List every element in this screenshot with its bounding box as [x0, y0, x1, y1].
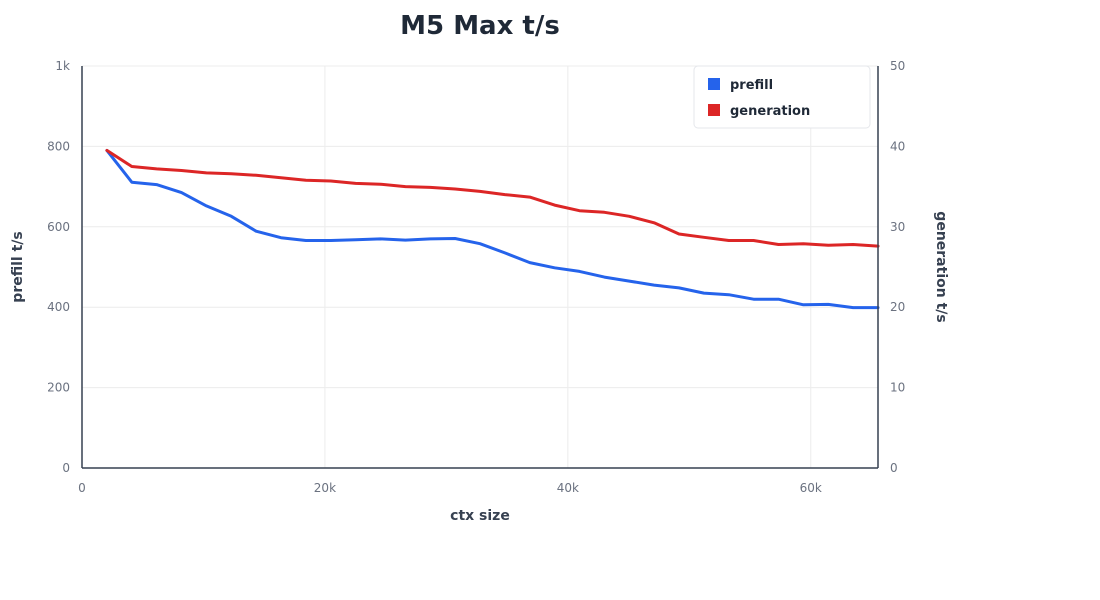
y-left-tick-label: 200	[47, 381, 70, 395]
y-left-axis-title: prefill t/s	[10, 231, 26, 302]
plot-lines	[105, 148, 880, 310]
y-left-tick-label: 1k	[55, 59, 70, 73]
y-right-tick-label: 40	[890, 139, 905, 153]
y-right-tick-label: 0	[890, 461, 898, 475]
chart-title: M5 Max t/s	[400, 11, 560, 41]
x-tick-label: 40k	[557, 481, 579, 495]
legend-box	[693, 65, 871, 129]
x-tick-label: 0	[78, 481, 86, 495]
y-left-tick-label: 600	[47, 220, 70, 234]
y-right-tick-label: 20	[890, 300, 905, 314]
y-right-tick-label: 10	[890, 381, 905, 395]
grid	[82, 65, 878, 468]
series-line-prefill	[105, 148, 880, 310]
legend: prefill generation	[693, 65, 871, 129]
y-right-tick-label: 30	[890, 220, 905, 234]
y-right-axis-title: generation t/s	[933, 211, 949, 322]
x-axis-title: ctx size	[450, 508, 510, 524]
legend-label-generation: generation	[730, 104, 810, 119]
legend-swatch-generation	[708, 104, 720, 116]
y-left-tick-label: 800	[47, 139, 70, 153]
legend-label-prefill: prefill	[730, 78, 773, 93]
x-tick-label: 20k	[314, 481, 336, 495]
legend-swatch-prefill	[708, 78, 720, 90]
y-left-tick-label: 400	[47, 300, 70, 314]
series-line-generation	[105, 148, 880, 248]
y-right-tick-label: 50	[890, 59, 905, 73]
ticks: 0 200 400 600 800 1k 0 10 20 30 40 50 0 20k 40k 60k	[47, 59, 905, 495]
y-left-tick-label: 0	[62, 461, 70, 475]
x-tick-label: 60k	[800, 481, 822, 495]
